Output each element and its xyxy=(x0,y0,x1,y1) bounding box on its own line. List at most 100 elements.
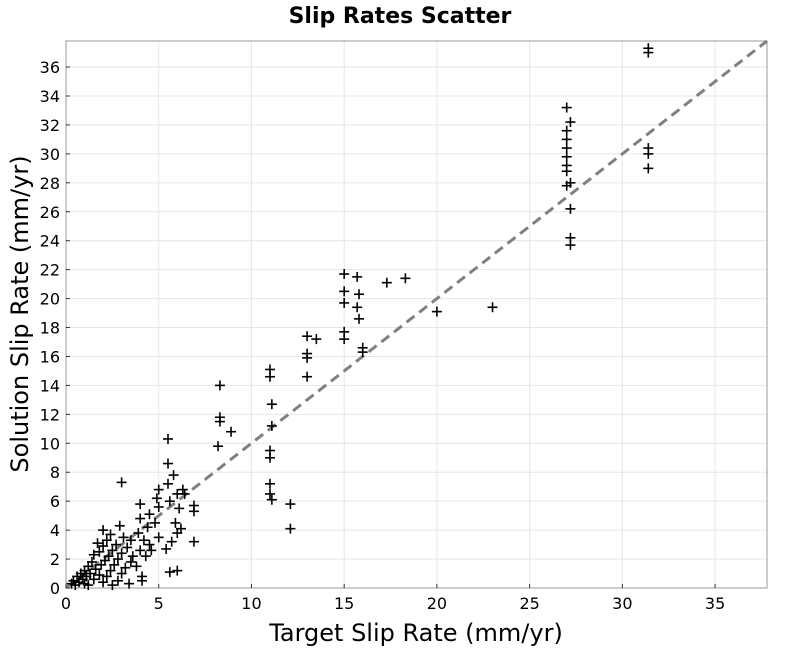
data-point xyxy=(565,117,576,128)
data-point xyxy=(188,500,199,511)
data-point xyxy=(101,571,112,582)
data-point xyxy=(174,503,185,514)
x-tick-label: 0 xyxy=(61,594,71,613)
data-point xyxy=(264,488,275,499)
data-point xyxy=(226,426,237,437)
data-points xyxy=(66,43,654,591)
data-point xyxy=(135,513,146,524)
data-point xyxy=(487,302,498,313)
data-point xyxy=(120,562,131,573)
data-point xyxy=(86,556,97,567)
data-point xyxy=(114,520,125,531)
data-point xyxy=(561,151,572,162)
data-point xyxy=(266,420,277,431)
data-point xyxy=(162,478,173,489)
chart-title: Slip Rates Scatter xyxy=(289,4,512,29)
data-point xyxy=(561,125,572,136)
data-point xyxy=(164,496,175,507)
data-point xyxy=(109,559,120,570)
data-point xyxy=(161,543,172,554)
data-point xyxy=(162,458,173,469)
data-point xyxy=(98,541,109,552)
data-point xyxy=(90,564,101,575)
data-point xyxy=(381,277,392,288)
data-point xyxy=(101,535,112,546)
data-point xyxy=(137,571,148,582)
data-point xyxy=(302,352,313,363)
data-point xyxy=(94,546,105,557)
data-point xyxy=(339,297,350,308)
data-point xyxy=(311,334,322,345)
y-tick-label: 22 xyxy=(40,261,60,280)
data-point xyxy=(135,545,146,556)
x-axis-label: Target Slip Rate (mm/yr) xyxy=(268,619,563,647)
data-point xyxy=(122,542,133,553)
x-tick-label: 10 xyxy=(241,594,261,613)
y-tick-label: 8 xyxy=(50,463,60,482)
data-point xyxy=(138,535,149,546)
data-point xyxy=(83,580,94,591)
data-point xyxy=(88,549,99,560)
x-tick-label: 5 xyxy=(154,594,164,613)
data-point xyxy=(105,565,116,576)
data-point xyxy=(339,268,350,279)
data-point xyxy=(339,334,350,345)
data-point xyxy=(431,306,442,317)
data-point xyxy=(264,478,275,489)
x-tick-label: 30 xyxy=(612,594,632,613)
data-point xyxy=(162,433,173,444)
y-tick-label: 24 xyxy=(40,232,60,251)
y-tick-label: 28 xyxy=(40,174,60,193)
data-point xyxy=(153,532,164,543)
data-point xyxy=(92,538,103,549)
data-point xyxy=(565,203,576,214)
data-point xyxy=(105,529,116,540)
data-point xyxy=(107,545,118,556)
data-point xyxy=(111,539,122,550)
data-point xyxy=(285,523,296,534)
data-point xyxy=(172,565,183,576)
x-axis-ticks: 0 5 10 15 20 25 30 35 xyxy=(61,584,725,613)
y-tick-label: 36 xyxy=(40,58,60,77)
y-tick-label: 20 xyxy=(40,290,60,309)
data-point xyxy=(177,484,188,495)
y-tick-label: 6 xyxy=(50,492,60,511)
plot-area-border xyxy=(65,40,768,589)
data-point xyxy=(164,567,175,578)
data-point xyxy=(168,470,179,481)
data-point xyxy=(643,148,654,159)
reference-line xyxy=(65,39,768,590)
data-point xyxy=(133,528,144,539)
data-point xyxy=(88,574,99,585)
data-point xyxy=(565,240,576,251)
y-tick-label: 0 xyxy=(50,579,60,598)
data-point xyxy=(118,532,129,543)
data-point xyxy=(103,551,114,562)
data-point xyxy=(107,580,118,591)
data-point xyxy=(400,273,411,284)
data-point xyxy=(302,371,313,382)
data-point xyxy=(116,568,127,579)
data-point xyxy=(179,488,190,499)
gridlines xyxy=(65,41,767,589)
data-point xyxy=(125,535,136,546)
x-tick-label: 15 xyxy=(334,594,354,613)
data-point xyxy=(266,494,277,505)
data-point xyxy=(153,484,164,495)
y-tick-label: 2 xyxy=(50,550,60,569)
data-point xyxy=(561,134,572,145)
y-tick-label: 10 xyxy=(40,434,60,453)
data-point xyxy=(85,568,96,579)
y-axis-label: Solution Slip Rate (mm/yr) xyxy=(6,155,34,472)
data-point xyxy=(643,163,654,174)
data-point xyxy=(131,561,142,572)
data-point xyxy=(175,523,186,534)
data-point xyxy=(266,399,277,410)
y-tick-label: 14 xyxy=(40,376,60,395)
data-point xyxy=(213,441,224,452)
data-point xyxy=(561,166,572,177)
data-point xyxy=(352,271,363,282)
data-point xyxy=(94,569,105,580)
data-point xyxy=(302,331,313,342)
